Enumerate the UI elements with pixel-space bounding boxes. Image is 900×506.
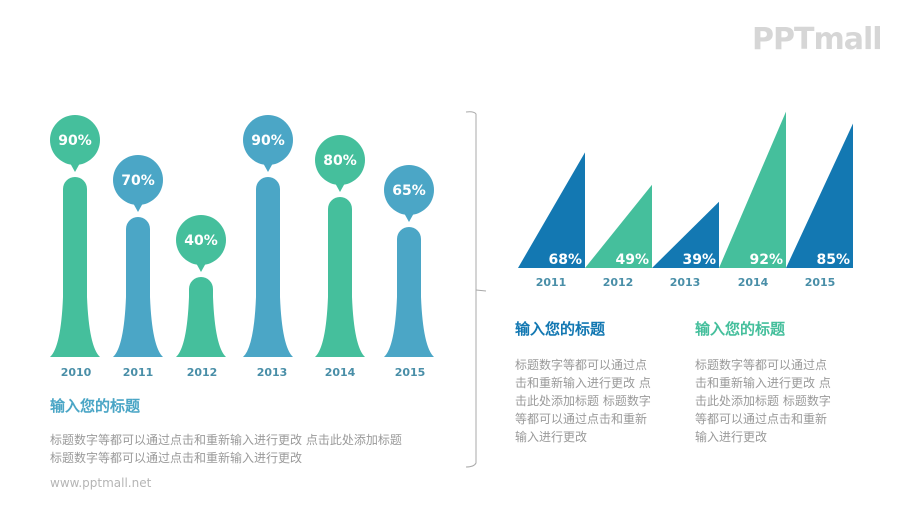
bar-2013 [243,177,293,357]
value-label: 39% [682,252,716,268]
pptmall-logo: PPTmall [752,22,883,57]
left-panel-body: 标题数字等都可以通过点击和重新输入进行更改 点击此处添加标题 标题数字等都可以通… [50,431,402,467]
body-line: 输入进行更改 [515,430,588,444]
right-block-2-title: 输入您的标题 [695,320,786,338]
body-line: 标题数字等都可以通过点击和重新输入进行更改 [50,451,303,465]
bar-2012 [176,277,226,357]
body-line: 等都可以通过点击和重新 [515,412,648,426]
bar-2015 [384,227,434,357]
triangle-2011 [518,152,585,268]
value-label: 65% [392,183,426,199]
left-year-label: 2015 [394,366,426,379]
right-block-1-body: 标题数字等都可以通过点 击和重新输入进行更改 点 击此处添加标题 标题数字 等都… [515,356,651,446]
value-label: 70% [121,173,155,189]
bar-2014 [315,197,365,357]
value-bubble [243,115,293,165]
right-block-2-body: 标题数字等都可以通过点 击和重新输入进行更改 点 击此处添加标题 标题数字 等都… [695,356,831,446]
value-label: 92% [749,252,783,268]
value-label: 40% [184,233,218,249]
right-triangle-chart: 68% 49% 39% 92% 85% [518,111,853,268]
left-year-label: 2011 [122,366,154,379]
left-bar-chart: 90% 70% 40% 90% 80% 65% [50,115,434,357]
value-label: 80% [323,153,357,169]
triangle-2014 [719,111,786,268]
body-line: 击和重新输入进行更改 点 [695,376,831,390]
triangle-2015 [786,123,853,268]
bar-2011 [113,217,163,357]
value-bubble [384,165,434,215]
value-bubble [315,135,365,185]
value-label: 49% [615,252,649,268]
right-block-1-title: 输入您的标题 [515,320,606,338]
triangle-2013 [652,201,719,268]
value-bubble [113,155,163,205]
bar-2010 [50,177,100,357]
value-label: 85% [816,252,850,268]
left-panel-title: 输入您的标题 [50,397,141,415]
value-bubble [50,115,100,165]
value-label: 68% [548,252,582,268]
right-year-label: 2012 [602,276,634,289]
body-line: 标题数字等都可以通过点 [515,358,648,372]
body-line: 等都可以通过点击和重新 [695,412,828,426]
left-year-label: 2012 [186,366,218,379]
triangle-2012 [585,184,652,268]
left-year-label: 2013 [256,366,288,379]
value-bubble [176,215,226,265]
value-label: 90% [251,133,285,149]
left-year-label: 2014 [324,366,356,379]
body-line: 标题数字等都可以通过点击和重新输入进行更改 点击此处添加标题 [50,433,402,447]
right-year-label: 2014 [737,276,769,289]
body-line: 击和重新输入进行更改 点 [515,376,651,390]
bracket-divider [465,111,487,468]
right-year-label: 2011 [535,276,567,289]
left-year-label: 2010 [60,366,92,379]
right-year-label: 2013 [669,276,701,289]
right-year-label: 2015 [804,276,836,289]
body-line: 标题数字等都可以通过点 [695,358,828,372]
body-line: 击此处添加标题 标题数字 [695,394,831,408]
footer-url: www.pptmall.net [50,476,152,490]
body-line: 击此处添加标题 标题数字 [515,394,651,408]
value-label: 90% [58,133,92,149]
body-line: 输入进行更改 [695,430,768,444]
